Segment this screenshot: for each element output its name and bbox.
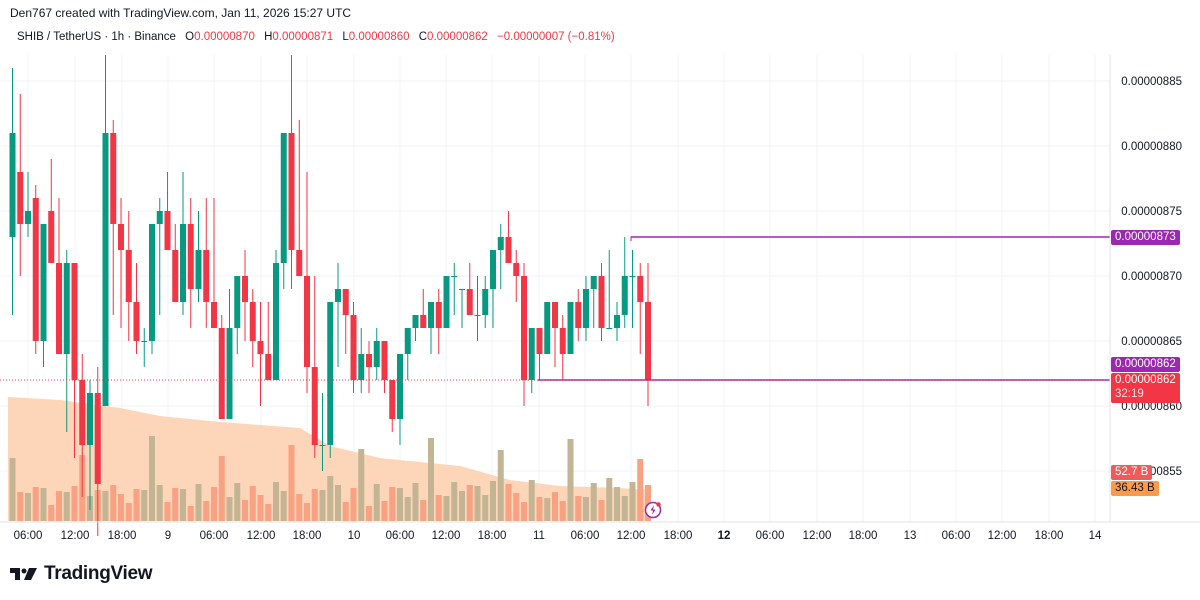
time-axis-label: 06:00 <box>942 530 971 542</box>
time-axis-label: 12:00 <box>247 530 276 542</box>
time-axis-label: 9 <box>165 530 171 542</box>
support-price-tag: 0.00000862 <box>1111 357 1180 372</box>
time-axis[interactable]: 06:00 12:00 18:00 9 06:00 12:00 18:00 10 06:00 12… <box>14 530 1102 542</box>
low-key: L <box>342 31 349 43</box>
price-axis[interactable]: 0.00000885 0.00000880 0.00000875 0.00000870… <box>1121 76 1182 478</box>
time-axis-label: 12 <box>718 530 731 542</box>
time-axis-label: 13 <box>904 530 917 542</box>
time-axis-label: 18:00 <box>478 530 507 542</box>
time-axis-label: 18:00 <box>293 530 322 542</box>
price-axis-label: 0.00000885 <box>1121 76 1182 88</box>
price-axis-label: 0.00000875 <box>1121 206 1182 218</box>
time-axis-label: 06:00 <box>756 530 785 542</box>
time-axis-label: 14 <box>1089 530 1102 542</box>
time-axis-label: 18:00 <box>664 530 693 542</box>
price-axis-label: 0.00000880 <box>1121 141 1182 153</box>
high-value: 0.00000871 <box>272 31 334 43</box>
volume-ma-tag: 36.43 B <box>1111 481 1159 496</box>
candlesticks <box>9 55 651 536</box>
open-key: O <box>185 31 195 43</box>
time-axis-label: 12:00 <box>617 530 646 542</box>
price-axis-label: 0.00000870 <box>1121 271 1182 283</box>
time-axis-label: 12:00 <box>61 530 90 542</box>
time-axis-label: 06:00 <box>200 530 229 542</box>
volume-ma-area <box>8 397 648 521</box>
price-axis-label: 0.00000860 <box>1121 401 1182 413</box>
resistance-price-tag: 0.00000873 <box>1111 230 1180 245</box>
time-axis-label: 18:00 <box>108 530 137 542</box>
change-value: −0.00000007 (−0.81%) <box>497 31 615 43</box>
high-key: H <box>264 31 273 43</box>
time-axis-label: 12:00 <box>432 530 461 542</box>
last-price-value: 0.00000862 <box>1115 374 1176 386</box>
chart-credit: Den767 created with TradingView.com, Jan… <box>10 6 352 20</box>
time-axis-label: 11 <box>533 530 545 542</box>
time-axis-label: 06:00 <box>386 530 415 542</box>
time-axis-label: 18:00 <box>849 530 878 542</box>
lightning-icon[interactable] <box>644 501 662 519</box>
bar-countdown: 32:19 <box>1115 388 1144 400</box>
open-value: 0.00000870 <box>194 31 255 43</box>
ohlc-legend: SHIB / TetherUS · 1h · Binance O0.000008… <box>17 31 615 43</box>
tradingview-logo-icon <box>10 568 37 580</box>
time-axis-label: 12:00 <box>803 530 832 542</box>
close-value: 0.00000862 <box>427 31 488 43</box>
close-key: C <box>418 31 428 43</box>
tradingview-logo[interactable]: TradingView <box>10 563 153 585</box>
low-value: 0.00000860 <box>348 31 410 43</box>
time-axis-label: 06:00 <box>14 530 43 542</box>
price-axis-label: 0.00000865 <box>1121 336 1182 348</box>
symbol-label[interactable]: SHIB / TetherUS · 1h · Binance <box>17 31 176 43</box>
volume-tag: 52.7 B <box>1111 465 1153 480</box>
time-axis-label: 06:00 <box>571 530 600 542</box>
time-axis-label: 18:00 <box>1035 530 1064 542</box>
last-price-tag: 0.00000862 32:19 <box>1111 373 1180 403</box>
time-axis-label: 10 <box>348 530 361 542</box>
time-axis-label: 12:00 <box>988 530 1017 542</box>
tradingview-logo-text: TradingView <box>44 563 153 584</box>
volume-bars <box>9 436 651 521</box>
